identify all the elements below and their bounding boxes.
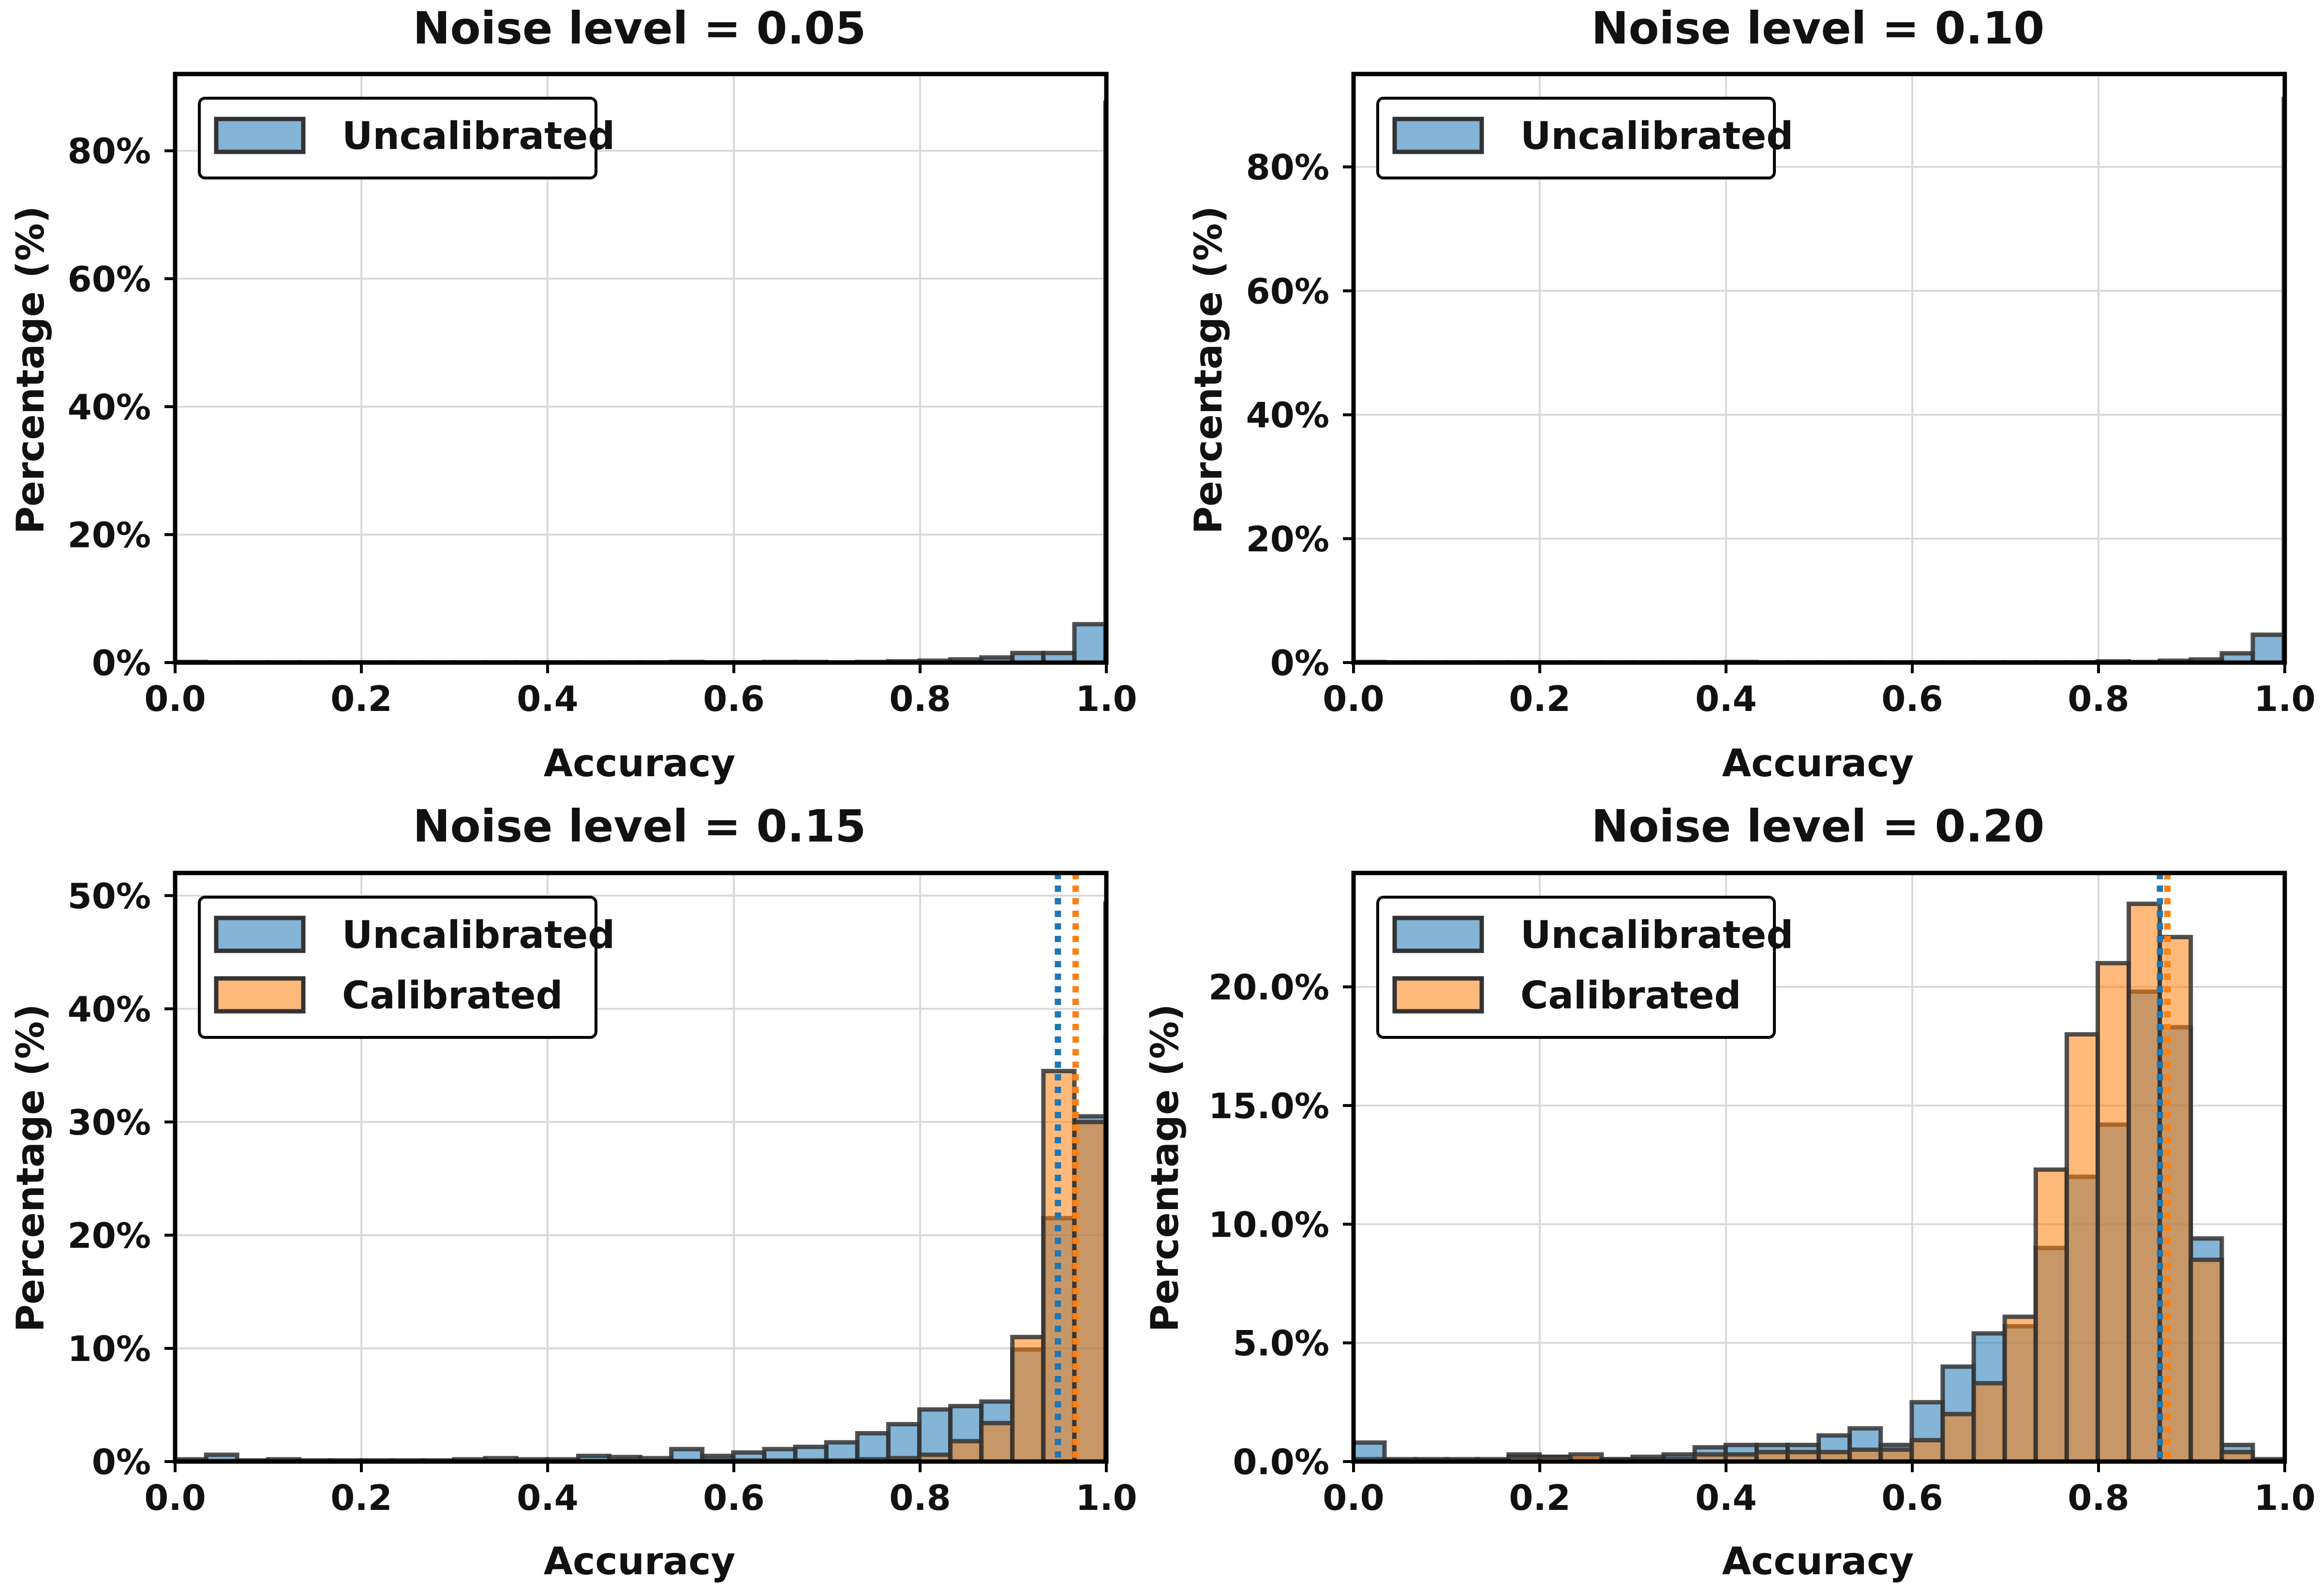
y-tick-label: 40% [1246, 395, 1329, 436]
y-tick-label: 20% [1246, 519, 1329, 560]
calibrated-bar [1940, 1412, 1976, 1464]
calibrated-bar [2188, 1257, 2224, 1464]
y-tick-label: 80% [1246, 147, 1329, 188]
x-tick-label: 0.2 [1509, 679, 1571, 719]
x-tick-label: 1.0 [2254, 679, 2316, 719]
plot-frame [1351, 871, 2287, 1464]
legend: Uncalibrated Calibrated [1376, 896, 1793, 1039]
x-tick-label: 0.6 [1881, 1478, 1943, 1518]
y-tick-label: 40% [68, 989, 151, 1030]
x-tick-label: 0.8 [889, 1478, 951, 1518]
x-tick-label: 1.0 [2254, 1478, 2316, 1518]
x-axis-label: Accuracy [1722, 742, 1914, 785]
calibrated-bar [2002, 1315, 2038, 1464]
x-tick-label: 0.2 [330, 679, 392, 719]
subplot-title: Noise level = 0.20 [1592, 800, 2045, 852]
x-tick-label: 0.6 [703, 679, 765, 719]
y-tick-label: 50% [68, 876, 151, 916]
uncalibrated-bar [1072, 622, 1108, 665]
legend-swatch-uncalibrated [1392, 117, 1484, 154]
y-tick-label: 60% [68, 259, 151, 299]
legend-swatch-uncalibrated [214, 117, 306, 154]
plot-frame [173, 871, 1109, 1464]
legend-swatch-calibrated [214, 976, 306, 1014]
subplot-noise-0.05: Noise level = 0.05 Accuracy Percentage (… [9, 2, 1137, 785]
legend-label-uncalibrated: Uncalibrated [342, 914, 615, 957]
x-tick-label: 0.0 [1323, 679, 1384, 719]
x-tick-label: 0.4 [517, 1478, 579, 1518]
legend: Uncalibrated Calibrated [198, 896, 615, 1039]
x-axis-label: Accuracy [544, 1540, 736, 1583]
legend-swatch-uncalibrated [214, 916, 306, 953]
y-axis-label: Percentage (%) [1144, 1004, 1187, 1332]
x-tick-label: 0.0 [144, 679, 206, 719]
x-axis-label: Accuracy [1722, 1540, 1914, 1583]
y-tick-label: 0% [1270, 643, 1329, 683]
legend-label-uncalibrated: Uncalibrated [1520, 115, 1793, 158]
y-tick-label: 0% [92, 1442, 151, 1482]
x-tick-label: 0.8 [889, 679, 951, 719]
subplot-noise-0.20: Noise level = 0.20 Accuracy Percentage (… [1144, 800, 2316, 1583]
subplot-noise-0.10: Noise level = 0.10 Accuracy Percentage (… [1187, 2, 2316, 785]
y-axis-label: Percentage (%) [9, 206, 53, 534]
plot-frame [1351, 72, 2287, 665]
y-tick-label: 0% [92, 643, 151, 683]
y-tick-label: 60% [1246, 271, 1329, 311]
subplot-title: Noise level = 0.10 [1592, 2, 2045, 54]
calibrated-bar [1909, 1438, 1945, 1464]
y-tick-label: 80% [68, 131, 151, 172]
x-tick-label: 0.6 [1881, 679, 1943, 719]
legend-label-calibrated: Calibrated [342, 974, 563, 1018]
calibrated-bar [948, 1439, 984, 1464]
x-tick-label: 1.0 [1075, 1478, 1137, 1518]
y-tick-label: 5.0% [1233, 1323, 1329, 1364]
calibrated-bar [979, 1420, 1015, 1464]
y-tick-label: 10.0% [1208, 1204, 1329, 1245]
y-tick-label: 30% [68, 1102, 151, 1143]
legend-label-uncalibrated: Uncalibrated [1520, 914, 1793, 957]
legend: Uncalibrated [1376, 97, 1793, 179]
calibrated-bar [2064, 1032, 2100, 1464]
calibrated-bar [1072, 1120, 1108, 1464]
calibrated-bar [2127, 901, 2162, 1464]
subplot-noise-0.15: Noise level = 0.15 Accuracy Percentage (… [9, 800, 1137, 1583]
y-tick-label: 20.0% [1208, 967, 1329, 1008]
legend-label-calibrated: Calibrated [1520, 974, 1741, 1018]
legend-swatch-calibrated [1392, 976, 1484, 1014]
x-tick-label: 0.4 [1695, 679, 1757, 719]
x-tick-label: 0.0 [144, 1478, 206, 1518]
x-tick-label: 0.6 [703, 1478, 765, 1518]
uncalibrated-bar [886, 1422, 922, 1464]
y-tick-label: 40% [68, 387, 151, 428]
y-axis-label: Percentage (%) [9, 1004, 53, 1332]
calibrated-bar [1010, 1335, 1046, 1464]
y-tick-label: 15.0% [1208, 1086, 1329, 1126]
x-axis-label: Accuracy [544, 742, 736, 785]
subplot-title: Noise level = 0.15 [413, 800, 866, 852]
calibrated-bar [1971, 1381, 2007, 1464]
calibrated-bar [2033, 1167, 2069, 1464]
x-tick-label: 0.4 [517, 679, 579, 719]
plot-frame [173, 72, 1109, 665]
x-tick-label: 0.2 [330, 1478, 392, 1518]
calibrated-bar [2095, 961, 2131, 1464]
x-tick-label: 0.8 [2068, 1478, 2129, 1518]
x-tick-label: 1.0 [1075, 679, 1137, 719]
subplot-title: Noise level = 0.05 [413, 2, 866, 54]
x-tick-label: 0.0 [1323, 1478, 1384, 1518]
legend-swatch-uncalibrated [1392, 916, 1484, 953]
x-tick-label: 0.2 [1509, 1478, 1571, 1518]
y-tick-label: 10% [68, 1329, 151, 1369]
legend-label-uncalibrated: Uncalibrated [342, 115, 615, 158]
legend: Uncalibrated [198, 97, 615, 179]
x-tick-label: 0.4 [1695, 1478, 1757, 1518]
uncalibrated-bar [2250, 632, 2286, 665]
y-tick-label: 0.0% [1233, 1442, 1329, 1482]
y-tick-label: 20% [68, 515, 151, 555]
x-tick-label: 0.8 [2068, 679, 2129, 719]
y-axis-label: Percentage (%) [1187, 206, 1231, 534]
y-tick-label: 20% [68, 1215, 151, 1256]
